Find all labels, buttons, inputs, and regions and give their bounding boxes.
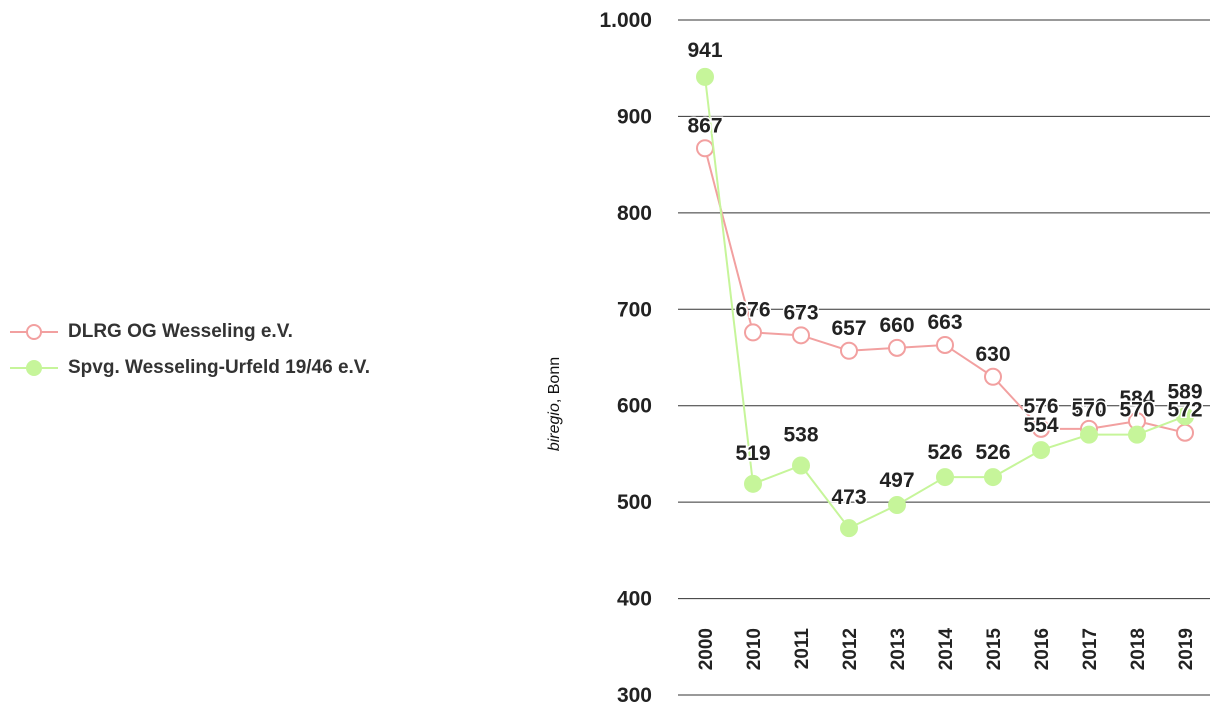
- data-point: [1032, 441, 1050, 460]
- data-label: 497: [879, 469, 914, 492]
- data-point: [840, 519, 858, 538]
- y-axis-label: biregio, Bonn: [546, 357, 563, 451]
- legend-open-circle-icon: [10, 324, 58, 340]
- data-label: 663: [927, 311, 962, 334]
- x-tick-labels: 2000 2010 2011 2012 2013 2014 2015 2016 2017 2018…: [696, 628, 1197, 671]
- series-layer: [696, 67, 1194, 538]
- data-point: [936, 335, 954, 354]
- y-axis-label-rest: , Bonn: [546, 357, 563, 403]
- legend: DLRG OG Wesseling e.V. Spvg. Wesseling-U…: [8, 314, 370, 386]
- y-tick-label: 1.000: [599, 9, 652, 32]
- data-point: [1128, 425, 1146, 444]
- data-label: 576: [1071, 395, 1106, 418]
- data-point: [792, 456, 810, 475]
- data-point: [1176, 407, 1194, 426]
- y-tick-label: 800: [617, 202, 652, 225]
- data-point: [744, 323, 762, 342]
- data-label: 630: [975, 343, 1010, 366]
- data-label: 673: [783, 301, 818, 324]
- x-tick-label: 2011: [792, 628, 813, 670]
- x-tick-label: 2000: [696, 628, 717, 670]
- data-label: 526: [927, 441, 962, 464]
- data-point: [1080, 425, 1098, 444]
- data-point: [696, 139, 714, 158]
- data-label: 519: [735, 442, 770, 465]
- data-point: [696, 67, 714, 86]
- y-tick-label: 400: [617, 588, 652, 611]
- legend-item-spvg: Spvg. Wesseling-Urfeld 19/46 e.V.: [8, 350, 370, 386]
- data-label: 570: [1119, 399, 1154, 422]
- x-tick-label: 2014: [936, 628, 957, 671]
- data-label: 676: [735, 298, 770, 321]
- series-line: [704, 147, 1186, 434]
- y-tick-labels: 300 400 500 600 700 800 900 1.000: [599, 9, 652, 707]
- data-labels: 867 676 673 657 660 663 630 576 576 584 572 941 519 5…: [686, 37, 1204, 510]
- data-label: 473: [831, 486, 866, 509]
- legend-filled-circle-icon: [10, 360, 58, 376]
- data-point: [744, 474, 762, 493]
- y-tick-label: 500: [617, 491, 652, 514]
- legend-label-dlrg: DLRG OG Wesseling e.V.: [68, 321, 293, 342]
- data-label: 554: [1023, 414, 1058, 437]
- data-label: 572: [1167, 399, 1202, 422]
- x-tick-label: 2017: [1080, 628, 1101, 670]
- y-tick-label: 700: [617, 298, 652, 321]
- data-label: 584: [1119, 387, 1154, 410]
- data-point: [840, 341, 858, 360]
- x-tick-label: 2019: [1176, 628, 1197, 670]
- y-axis-label-italic: biregio: [546, 403, 563, 451]
- data-label: 526: [975, 441, 1010, 464]
- data-label: 589: [1167, 380, 1202, 403]
- data-point: [888, 338, 906, 357]
- x-tick-label: 2018: [1128, 628, 1149, 670]
- data-point: [792, 326, 810, 345]
- data-label: 941: [687, 39, 722, 62]
- data-label: 657: [831, 317, 866, 340]
- data-point: [936, 468, 954, 487]
- y-tick-label: 900: [617, 105, 652, 128]
- data-label: 576: [1023, 395, 1058, 418]
- data-point: [888, 496, 906, 515]
- y-tick-label: 300: [617, 684, 652, 707]
- data-point: [1176, 423, 1194, 442]
- data-label: 570: [1071, 399, 1106, 422]
- data-point: [984, 367, 1002, 386]
- x-tick-label: 2012: [840, 628, 861, 670]
- data-label: 660: [879, 314, 914, 337]
- data-label: 538: [783, 424, 818, 447]
- x-tick-label: 2010: [744, 628, 765, 670]
- x-tick-label: 2015: [984, 628, 1005, 671]
- legend-item-dlrg: DLRG OG Wesseling e.V.: [8, 314, 370, 350]
- data-label: 867: [687, 114, 722, 137]
- data-point: [984, 468, 1002, 487]
- data-point: [1032, 419, 1050, 438]
- x-tick-label: 2016: [1032, 628, 1053, 670]
- x-tick-label: 2013: [888, 628, 909, 670]
- y-tick-label: 600: [617, 395, 652, 418]
- legend-label-spvg: Spvg. Wesseling-Urfeld 19/46 e.V.: [68, 357, 371, 378]
- grid-lines: [678, 19, 1210, 696]
